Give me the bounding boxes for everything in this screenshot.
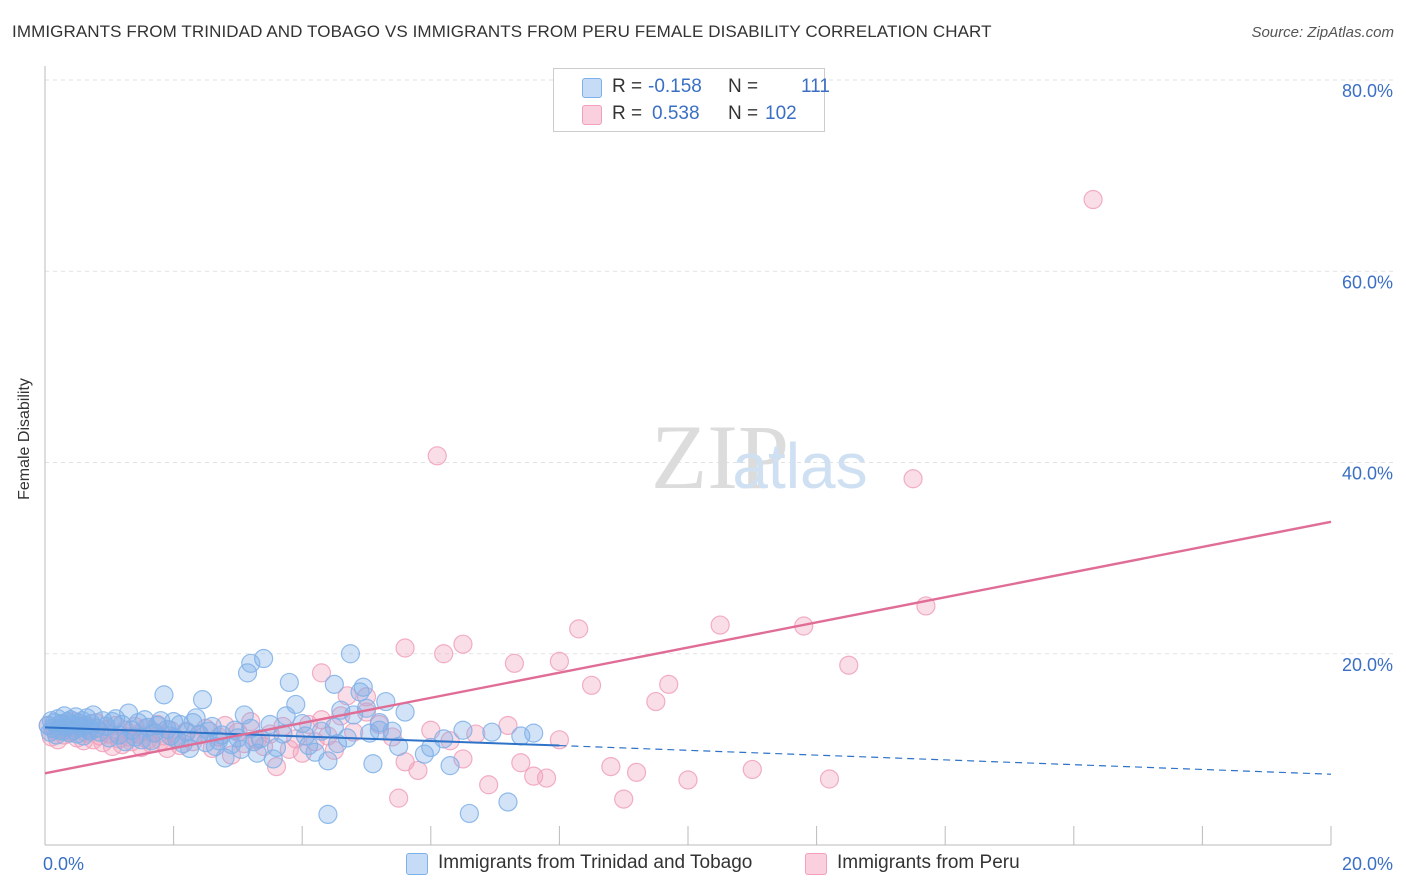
peru-point (581, 675, 602, 695)
trinidad-point (459, 803, 479, 824)
peru-point (601, 756, 621, 777)
trinidad-point (273, 724, 293, 744)
bottom-legend-swatch-blue (406, 853, 428, 875)
peru-point (511, 753, 531, 773)
legend-r-label: R = (612, 103, 643, 124)
peru-point (626, 762, 647, 782)
x-tick-label: 0.0% (43, 854, 84, 874)
bottom-legend-label: Immigrants from Trinidad and Tobago (438, 852, 753, 873)
peru-point (1083, 189, 1103, 210)
grid-lines (45, 79, 1393, 655)
legend-n-label: N = (728, 103, 759, 124)
legend-n-value: 102 (765, 103, 797, 124)
y-tick-label: 20.0% (1342, 655, 1393, 675)
legend-r-value: 0.538 (652, 103, 700, 124)
peru-point (408, 760, 428, 781)
trinidad-point (369, 720, 389, 740)
trinidad-point (318, 804, 338, 825)
x-tick-label: 20.0% (1342, 854, 1393, 874)
trinidad-point (311, 721, 332, 741)
peru-point (819, 769, 840, 789)
peru-point (742, 759, 762, 780)
peru-point (504, 653, 524, 673)
trinidad-trend-line (44, 726, 560, 747)
trinidad-point (186, 708, 206, 728)
trinidad-point (115, 732, 135, 752)
correlation-legend: R = -0.158 N = 111 R = 0.538 N = 102 (553, 68, 830, 132)
peru-point (434, 644, 454, 664)
bottom-legend-swatch-pink (805, 853, 827, 875)
legend-n-label: N = (728, 76, 759, 97)
trinidad-trend-extension (559, 744, 1332, 775)
tick-labels: 20.0% 40.0% 60.0% 80.0% 0.0% 20.0% (43, 81, 1393, 874)
peru-point (389, 788, 409, 808)
trinidad-point (192, 690, 213, 710)
trinidad-point (395, 702, 415, 722)
trinidad-point (353, 677, 373, 697)
trinidad-point (263, 749, 283, 769)
trinidad-point (498, 792, 518, 812)
trinidad-point (524, 723, 544, 743)
peru-point (710, 615, 730, 635)
trinidad-point (286, 694, 306, 715)
peru-point (646, 691, 666, 712)
trinidad-point (340, 644, 361, 664)
peru-point (536, 768, 557, 788)
bottom-legend-label: Immigrants from Peru (837, 852, 1020, 873)
peru-point (311, 663, 332, 683)
trend-lines (44, 520, 1332, 775)
peru-point (395, 638, 415, 658)
peru-point (903, 469, 923, 489)
legend-swatch-blue (582, 78, 602, 98)
peru-point (427, 446, 447, 466)
peru-point (498, 715, 518, 736)
trinidad-point (389, 736, 409, 757)
trinidad-point (241, 653, 261, 673)
legend-r-label: R = (612, 76, 643, 97)
legend-n-value: 111 (801, 76, 830, 97)
peru-trend-line (44, 520, 1332, 775)
peru-point (479, 775, 499, 795)
trinidad-point (327, 734, 348, 754)
peru-point (337, 686, 357, 706)
chart-source: Source: ZipAtlas.com (1251, 24, 1394, 41)
legend-swatch-pink (582, 105, 602, 125)
legend-r-value: -0.158 (648, 76, 702, 97)
trinidad-point (279, 672, 299, 693)
trinidad-point (363, 754, 383, 774)
peru-point (549, 730, 570, 750)
trinidad-point (318, 751, 338, 771)
trinidad-point (453, 720, 473, 740)
peru-point (453, 634, 473, 654)
watermark-zip: ZIP (651, 406, 789, 508)
peru-point (549, 651, 570, 672)
chart-title: IMMIGRANTS FROM TRINIDAD AND TOBAGO VS I… (12, 22, 992, 41)
watermark-atlas: atlas (732, 430, 867, 502)
peru-point (839, 655, 859, 675)
peru-point (614, 789, 634, 809)
peru-point (678, 770, 698, 790)
trinidad-points (38, 644, 544, 825)
trinidad-point (440, 756, 460, 776)
peru-point (569, 619, 589, 639)
trinidad-point (482, 722, 502, 742)
trinidad-point (324, 674, 344, 694)
y-tick-label: 60.0% (1342, 272, 1393, 292)
y-tick-label: 80.0% (1342, 81, 1393, 101)
trinidad-point (154, 685, 174, 705)
peru-point (659, 674, 679, 694)
trinidad-point (324, 717, 344, 737)
y-tick-label: 40.0% (1342, 464, 1393, 484)
trinidad-point (254, 648, 274, 669)
trinidad-point (434, 729, 454, 749)
